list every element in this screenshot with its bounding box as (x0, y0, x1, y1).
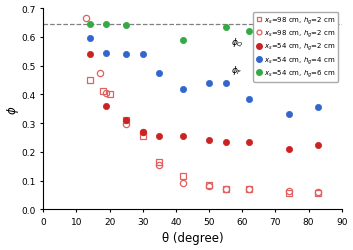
Y-axis label: ϕ: ϕ (6, 105, 19, 113)
Text: $\phi_F$: $\phi_F$ (232, 64, 243, 77)
Legend: $x_s$=98 cm, $h_g$=2 cm, $x_s$=98 cm, $h_g$=2 cm, $x_s$=54 cm, $h_g$=2 cm, $x_s$: $x_s$=98 cm, $h_g$=2 cm, $x_s$=98 cm, $h… (253, 12, 338, 82)
Text: $\phi_Q$: $\phi_Q$ (232, 36, 244, 49)
X-axis label: θ (degree): θ (degree) (162, 232, 223, 244)
